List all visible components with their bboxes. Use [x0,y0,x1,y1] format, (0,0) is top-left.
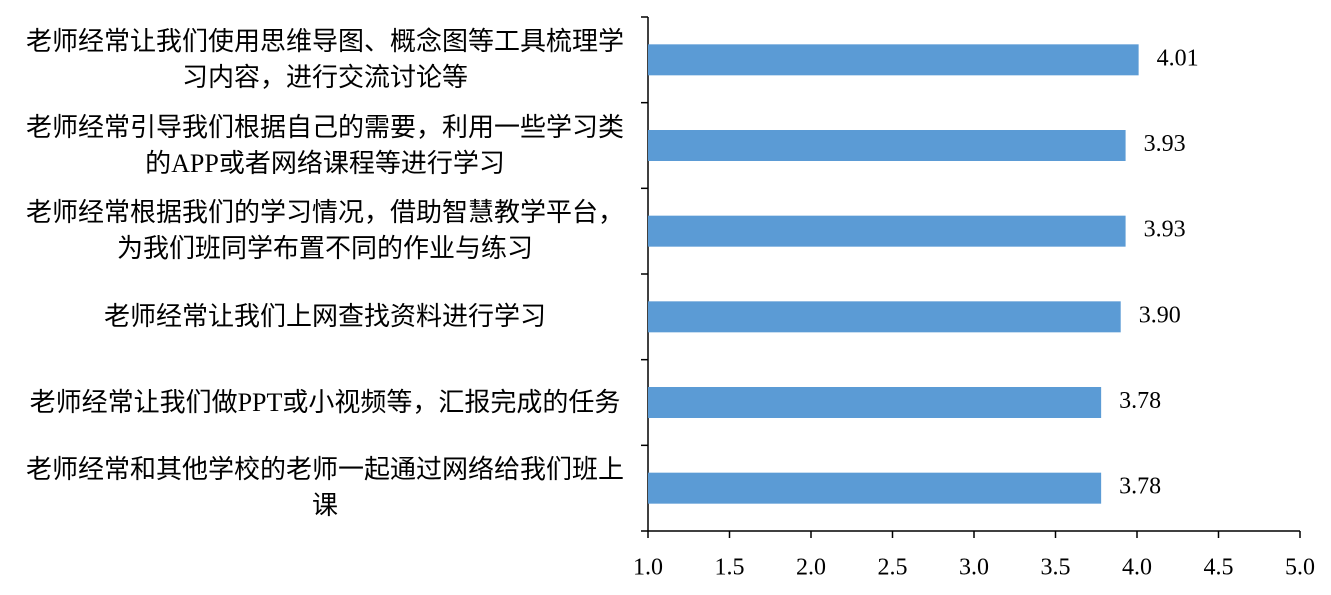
x-tick-label: 1.0 [633,555,663,581]
category-label: 老师经常引导我们根据自己的需要，利用一些学习类的APP或者网络课程等进行学习 [25,112,624,178]
x-tick-label: 3.0 [959,555,989,581]
x-tick-label: 4.0 [1122,555,1152,581]
category-label: 老师经常和其他学校的老师一起通过网络给我们班上课 [25,455,624,521]
value-label: 3.78 [1119,388,1161,414]
bar [648,301,1121,333]
bar [648,44,1139,76]
bar [648,472,1102,504]
value-label: 4.01 [1157,45,1199,71]
category-label: 老师经常根据我们的学习情况，借助智慧教学平台，为我们班同学布置不同的作业与练习 [25,198,624,264]
x-tick-label: 4.5 [1204,555,1234,581]
value-label: 3.93 [1144,131,1186,157]
x-tick-label: 5.0 [1285,555,1315,581]
bar [648,387,1102,418]
category-label: 老师经常让我们使用思维导图、概念图等工具梳理学习内容，进行交流讨论等 [25,26,624,92]
category-label: 老师经常让我们上网查找资料进行学习 [103,301,546,331]
bar [648,130,1126,161]
value-label: 3.90 [1139,302,1181,328]
x-tick-label: 3.5 [1041,555,1071,581]
bar [648,215,1126,247]
x-tick-label: 2.0 [796,555,826,581]
value-label: 3.93 [1144,217,1186,243]
category-label: 老师经常让我们做PPT或小视频等，汇报完成的任务 [29,387,621,417]
x-tick-label: 2.5 [878,555,908,581]
value-label: 3.78 [1119,474,1161,500]
x-tick-label: 1.5 [715,555,745,581]
